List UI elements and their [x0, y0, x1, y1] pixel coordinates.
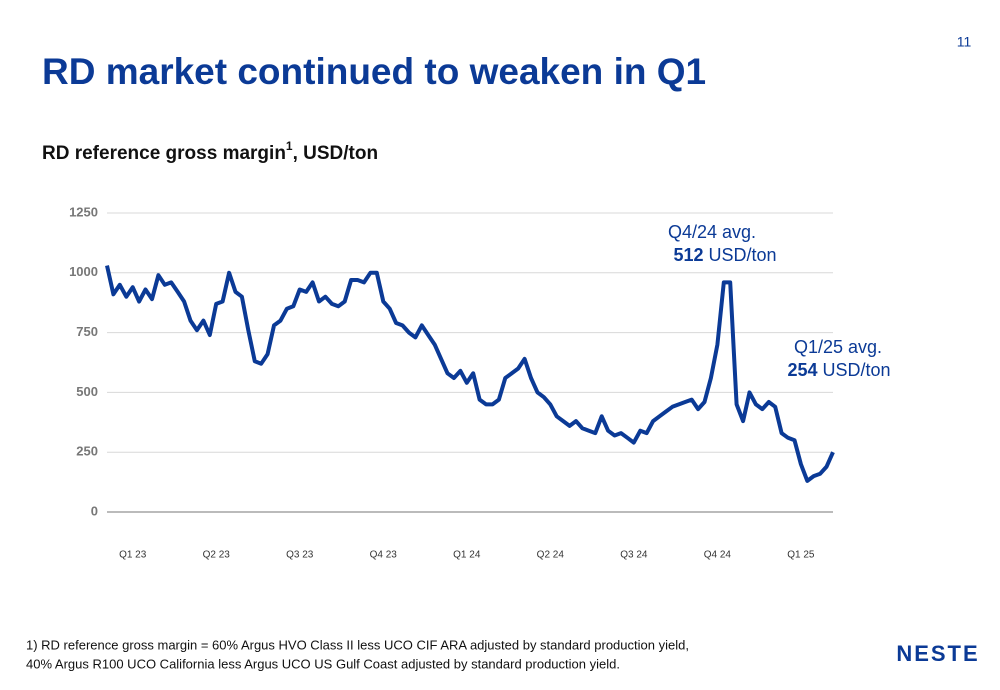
x-tick-label: Q1 25 — [787, 550, 815, 561]
annotation: Q1/25 avg. — [794, 337, 882, 357]
x-tick-label: Q4 23 — [370, 550, 398, 561]
footnote: 1) RD reference gross margin = 60% Argus… — [26, 637, 689, 652]
x-tick-label: Q2 24 — [537, 550, 565, 561]
footnote: 40% Argus R100 UCO California less Argus… — [26, 656, 620, 671]
annotation: Q4/24 avg. — [668, 222, 756, 242]
logo: NESTE — [896, 641, 979, 666]
chart-title: RD reference gross margin1, USD/ton — [42, 139, 378, 164]
y-tick-label: 1000 — [69, 264, 98, 279]
annotation-value: 512 USD/ton — [673, 245, 776, 265]
chart-title-suffix: , USD/ton — [293, 143, 379, 164]
y-tick-label: 750 — [76, 324, 98, 339]
x-tick-label: Q3 24 — [620, 550, 648, 561]
annotation-number: 254 — [787, 360, 817, 380]
x-tick-label: Q4 24 — [704, 550, 732, 561]
y-tick-label: 250 — [76, 444, 98, 459]
annotation-value: 254 USD/ton — [787, 360, 890, 380]
annotation-number: 512 — [673, 245, 703, 265]
y-tick-label: 500 — [76, 384, 98, 399]
line-series — [105, 265, 835, 483]
slide-title: RD market continued to weaken in Q1 — [42, 51, 706, 92]
x-tick-label: Q1 23 — [119, 550, 147, 561]
chart-title-text: RD reference gross margin — [42, 143, 286, 164]
y-tick-label: 0 — [91, 503, 98, 518]
annotation-unit: USD/ton — [823, 360, 891, 380]
chart-title-sup: 1 — [286, 139, 293, 153]
y-tick-label: 1250 — [69, 204, 98, 219]
page-number: 11 — [957, 34, 972, 50]
annotation-unit: USD/ton — [709, 245, 777, 265]
x-tick-label: Q1 24 — [453, 550, 481, 561]
x-tick-label: Q3 23 — [286, 550, 314, 561]
x-tick-label: Q2 23 — [203, 550, 231, 561]
